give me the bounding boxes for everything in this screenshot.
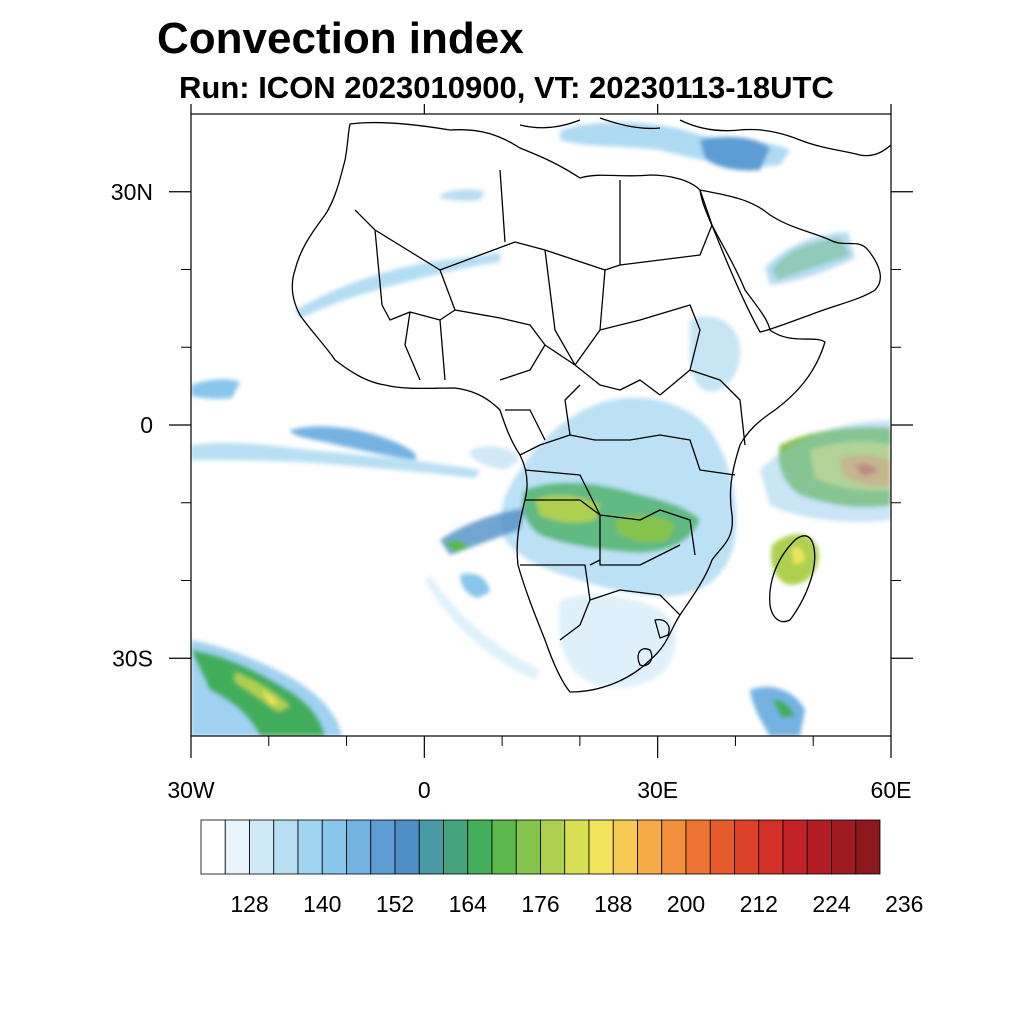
shade-s-atlantic-arc bbox=[425, 575, 540, 680]
coastlines bbox=[291, 117, 891, 693]
colorbar-swatch bbox=[418, 819, 444, 875]
shade-se-atlantic bbox=[460, 573, 490, 598]
africa-coastline bbox=[291, 121, 826, 693]
colorbar-swatch bbox=[831, 819, 857, 875]
colorbar-swatch bbox=[782, 819, 808, 875]
axis-ticks bbox=[169, 104, 913, 758]
colorbar-label: 140 bbox=[303, 891, 341, 917]
lon-tick-label: 0 bbox=[418, 777, 431, 803]
shade-sahara-n bbox=[440, 189, 485, 201]
lon-tick-label: 30E bbox=[637, 777, 678, 803]
colorbar: 128 140 152 164 176 188 200 212 224 236 bbox=[200, 819, 923, 917]
colorbar-label: 224 bbox=[812, 891, 851, 917]
shade-southern-africa bbox=[558, 594, 676, 688]
colorbar-swatch bbox=[467, 819, 493, 875]
shade-sw-atlantic-max bbox=[262, 690, 278, 705]
colorbar-swatch bbox=[224, 819, 250, 875]
shade-s-indian bbox=[750, 686, 805, 736]
colorbar-swatch bbox=[370, 819, 396, 875]
colorbar-swatch bbox=[515, 819, 541, 875]
colorbar-swatch bbox=[855, 819, 881, 875]
colorbar-swatch bbox=[443, 819, 469, 875]
colorbar-label: 152 bbox=[376, 891, 414, 917]
shade-s-indian-core bbox=[772, 699, 795, 718]
madagascar-coastline bbox=[769, 535, 816, 623]
shade-arabia-outer bbox=[765, 232, 855, 285]
chart-title: Convection index bbox=[157, 14, 524, 63]
colorbar-label: 236 bbox=[885, 891, 923, 917]
colorbar-swatch bbox=[564, 819, 590, 875]
lon-tick-label: 30W bbox=[167, 777, 215, 803]
colorbar-label: 212 bbox=[740, 891, 778, 917]
shade-levant bbox=[700, 136, 770, 171]
shade-east-africa bbox=[689, 316, 741, 392]
lat-tick-label: 0 bbox=[140, 412, 153, 438]
lon-tick-label: 60E bbox=[871, 777, 912, 803]
shade-gulf-guinea bbox=[470, 446, 520, 470]
colorbar-swatch bbox=[297, 819, 323, 875]
colorbar-swatch bbox=[637, 819, 663, 875]
shade-atlantic-eq3 bbox=[290, 426, 417, 460]
colorbar-swatch bbox=[321, 819, 347, 875]
colorbar-swatch bbox=[200, 819, 226, 875]
colorbar-swatch bbox=[612, 819, 638, 875]
colorbar-swatch bbox=[661, 819, 687, 875]
map-frame bbox=[190, 113, 892, 737]
colorbar-swatch bbox=[540, 819, 566, 875]
colorbar-swatch bbox=[685, 819, 711, 875]
colorbar-swatch bbox=[709, 819, 735, 875]
colorbar-label: 164 bbox=[449, 891, 488, 917]
country-borders bbox=[354, 169, 746, 667]
colorbar-swatch bbox=[346, 819, 372, 875]
shade-sahara-band bbox=[295, 252, 500, 318]
colorbar-swatch bbox=[734, 819, 760, 875]
colorbar-swatch bbox=[806, 819, 832, 875]
shade-zambia-core bbox=[615, 515, 675, 543]
colorbar-label: 128 bbox=[230, 891, 268, 917]
convection-field bbox=[191, 122, 891, 736]
shade-atlantic-eq2 bbox=[191, 442, 480, 478]
axis-tick-labels: 30W 0 30E 60E 30N 0 30S bbox=[111, 179, 912, 803]
shade-atlantic-s-core bbox=[445, 540, 468, 552]
shade-madagascar-core bbox=[792, 547, 805, 565]
colorbar-swatch bbox=[249, 819, 275, 875]
lat-tick-label: 30N bbox=[111, 179, 153, 205]
colorbar-swatch bbox=[491, 819, 517, 875]
arabia-coastline bbox=[699, 189, 881, 333]
colorbar-swatch bbox=[758, 819, 784, 875]
colorbar-label: 200 bbox=[667, 891, 705, 917]
chart-subtitle: Run: ICON 2023010900, VT: 20230113-18UTC bbox=[179, 70, 834, 105]
colorbar-label: 176 bbox=[521, 891, 559, 917]
colorbar-swatch bbox=[588, 819, 614, 875]
colorbar-label: 188 bbox=[594, 891, 632, 917]
shade-indian-ocean-outer bbox=[760, 420, 891, 522]
colorbar-swatch bbox=[273, 819, 299, 875]
europe-coastline bbox=[519, 117, 891, 157]
shade-atlantic-eq1 bbox=[191, 379, 240, 399]
lat-tick-label: 30S bbox=[112, 645, 153, 671]
colorbar-swatch bbox=[394, 819, 420, 875]
